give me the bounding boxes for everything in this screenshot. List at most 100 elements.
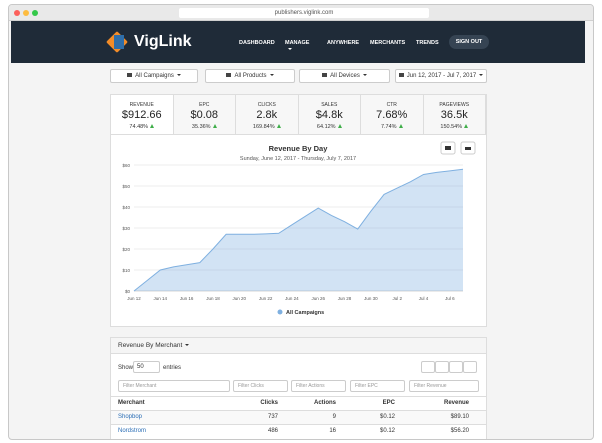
table-row: [111, 410, 486, 424]
filter-label: All Campaigns: [135, 73, 174, 79]
metric-value: $912.66: [121, 109, 162, 121]
up-arrow: [398, 124, 403, 128]
metric-change-text: 35.36%: [191, 124, 211, 130]
metric-change-text: 7.74%: [380, 124, 397, 130]
address-bar[interactable]: publishers.viglink.com: [179, 8, 429, 18]
caret: [479, 74, 484, 77]
table-cell: $0.12: [379, 428, 395, 434]
header-row: [111, 396, 486, 410]
chart: Revenue By Day Sunday, June 12, 2017 - T…: [122, 141, 476, 316]
up-arrow: [337, 124, 342, 128]
nav-item[interactable]: MANAGE: [285, 40, 309, 52]
x-tick-label: Jun 16: [180, 296, 194, 301]
copy-button[interactable]: [421, 361, 435, 373]
metric-tab[interactable]: REVENUE $912.66 74.48%: [111, 95, 174, 135]
y-tick-label: $30: [122, 226, 130, 231]
metric-label: SALES: [321, 102, 338, 108]
filter-button[interactable]: All Devices: [299, 69, 390, 83]
metric-value: 2.8k: [256, 109, 278, 121]
table-cell: $89.10: [450, 414, 469, 420]
close[interactable]: [14, 10, 20, 16]
column-header[interactable]: Merchant: [118, 400, 145, 406]
x-tick-label: Jul 6: [445, 296, 455, 301]
chart-title: Revenue By Day: [269, 144, 329, 153]
filter-icon: [322, 73, 328, 78]
brand[interactable]: VigLink: [134, 33, 192, 50]
column-header[interactable]: Actions: [313, 400, 336, 406]
x-tick-label: Jun 26: [311, 296, 325, 301]
download-button[interactable]: [449, 361, 463, 373]
metric-label: REVENUE: [129, 102, 154, 108]
metric-label: CLICKS: [257, 102, 276, 108]
y-tick-label: $50: [122, 184, 130, 189]
y-tick-label: $0: [125, 289, 131, 294]
y-tick-label: $20: [122, 247, 130, 252]
minimize[interactable]: [23, 10, 29, 16]
sign-out[interactable]: SIGN OUT: [449, 35, 489, 49]
table-title[interactable]: Revenue By Merchant: [118, 342, 190, 349]
column-header[interactable]: EPC: [382, 400, 395, 406]
metric-label: EPC: [199, 102, 210, 108]
chart-subtitle: Sunday, June 12, 2017 - Thursday, July 7…: [240, 156, 356, 162]
filter-input[interactable]: Filter EPC: [350, 380, 405, 392]
metric-value: 36.5k: [440, 109, 468, 121]
nav-item[interactable]: MERCHANTS: [370, 40, 406, 46]
nav-item[interactable]: TRENDS: [416, 40, 439, 46]
y-tick-label: $10: [122, 268, 130, 273]
print-button[interactable]: [435, 361, 449, 373]
column-header[interactable]: Revenue: [443, 400, 469, 406]
metric-change-text: 64.12%: [316, 124, 336, 130]
logo-inner: [114, 35, 124, 49]
x-tick-label: Jul 4: [419, 296, 429, 301]
x-tick-label: Jun 12: [127, 296, 141, 301]
nav-item[interactable]: ANYWHERE: [327, 40, 360, 46]
filter-button[interactable]: All Products: [205, 69, 295, 83]
download-icon: [465, 147, 471, 150]
filter-input[interactable]: Filter Actions: [291, 380, 346, 392]
table-cell: 16: [329, 428, 336, 434]
metric-change: 7.74%: [361, 124, 423, 130]
filter-button[interactable]: All Campaigns: [110, 69, 198, 83]
metric-tab[interactable]: EPC $0.08 35.36%: [173, 95, 236, 135]
filter-label: Jun 12, 2017 - Jul 7, 2017: [406, 73, 477, 79]
filter-icon: [398, 73, 404, 78]
metric-tab[interactable]: CLICKS 2.8k 169.84%: [236, 95, 299, 135]
y-tick-label: $40: [122, 205, 130, 210]
metrics: REVENUE $912.66 74.48% EPC $0.08 35.36% CLICKS…: [110, 94, 487, 135]
filter-input[interactable]: Filter Clicks: [233, 380, 288, 392]
table-cell[interactable]: Shopbop: [118, 414, 143, 420]
metric-change-text: 169.84%: [252, 124, 275, 130]
table-header: Revenue By Merchant: [111, 338, 486, 354]
x-tick-label: Jul 2: [392, 296, 402, 301]
metric-label: CTR: [386, 102, 397, 108]
caret: [288, 47, 292, 50]
up-arrow: [212, 124, 217, 128]
metric-tab[interactable]: CTR 7.68% 7.74%: [361, 95, 424, 135]
link-button[interactable]: [463, 361, 477, 373]
metric-tab[interactable]: PAGEVIEWS 36.5k 150.54%: [423, 95, 486, 135]
print-icon: [445, 146, 451, 150]
column-header[interactable]: Clicks: [260, 400, 278, 406]
filter-label: All Devices: [330, 73, 360, 79]
browser-chrome: publishers.viglink.com: [9, 5, 593, 21]
table-panel: Revenue By Merchant Show 50 entries Filt…: [110, 337, 487, 439]
filter-input[interactable]: Filter Revenue: [409, 380, 479, 392]
metric-change-text: 74.48%: [129, 124, 149, 130]
up-arrow: [464, 124, 469, 128]
nav-item[interactable]: DASHBOARD: [239, 40, 275, 46]
up-arrow: [276, 124, 281, 128]
y-tick-label: $60: [122, 163, 130, 168]
page-size[interactable]: 50: [133, 361, 160, 373]
legend-swatch: [277, 309, 283, 315]
metric-change: 35.36%: [174, 124, 236, 130]
x-tick-label: Jun 18: [206, 296, 220, 301]
table-cell[interactable]: Nordstrom: [118, 428, 147, 434]
metric-change-text: 150.54%: [440, 124, 463, 130]
filter-input[interactable]: Filter Merchant: [118, 380, 230, 392]
x-tick-label: Jun 14: [154, 296, 168, 301]
metric-change: 150.54%: [424, 124, 486, 130]
filter-button[interactable]: Jun 12, 2017 - Jul 7, 2017: [395, 69, 487, 83]
x-tick-label: Jun 30: [364, 296, 378, 301]
metric-tab[interactable]: SALES $4.8k 64.12%: [298, 95, 361, 135]
zoom[interactable]: [32, 10, 38, 16]
